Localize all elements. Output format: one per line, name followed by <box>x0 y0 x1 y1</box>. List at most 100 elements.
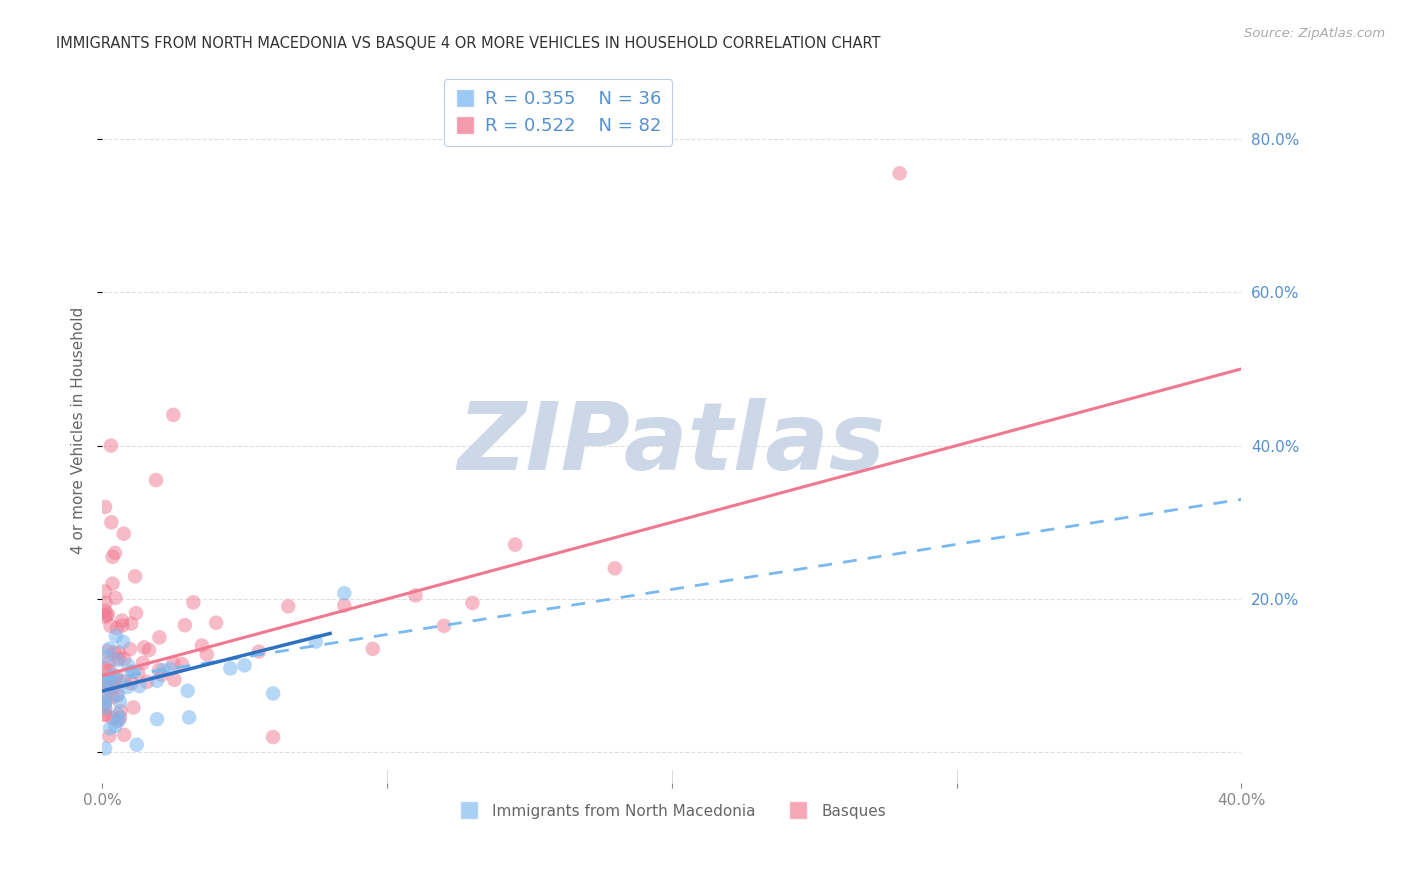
Point <box>152 663 174 677</box>
Point <box>114 674 136 689</box>
Point <box>107 714 129 728</box>
Point <box>94 649 117 664</box>
Point <box>112 526 135 541</box>
Point <box>361 641 384 656</box>
Point <box>118 642 141 657</box>
Point <box>162 657 184 671</box>
Point <box>111 614 134 628</box>
Point <box>176 683 198 698</box>
Point <box>100 439 122 453</box>
Y-axis label: 4 or more Vehicles in Household: 4 or more Vehicles in Household <box>72 307 86 554</box>
Point <box>138 643 160 657</box>
Point <box>277 599 299 614</box>
Point <box>105 669 128 683</box>
Text: IMMIGRANTS FROM NORTH MACEDONIA VS BASQUE 4 OR MORE VEHICLES IN HOUSEHOLD CORREL: IMMIGRANTS FROM NORTH MACEDONIA VS BASQU… <box>56 36 880 51</box>
Point <box>94 610 117 624</box>
Point <box>108 651 131 665</box>
Point <box>117 658 139 673</box>
Point <box>96 644 118 658</box>
Point <box>98 729 121 743</box>
Point <box>461 596 484 610</box>
Point <box>105 621 128 635</box>
Point <box>97 664 120 678</box>
Point <box>107 688 129 702</box>
Point <box>96 674 118 689</box>
Point <box>108 646 131 660</box>
Point <box>135 674 157 689</box>
Point <box>101 549 124 564</box>
Point <box>94 707 117 722</box>
Point <box>100 619 122 633</box>
Point <box>125 606 148 620</box>
Point <box>105 653 128 667</box>
Point <box>233 658 256 673</box>
Point <box>121 665 143 679</box>
Point <box>173 618 195 632</box>
Point <box>603 561 626 575</box>
Point <box>503 538 526 552</box>
Point <box>97 607 120 622</box>
Point <box>98 641 121 656</box>
Point <box>104 629 127 643</box>
Point <box>148 663 170 677</box>
Point <box>108 713 131 727</box>
Point <box>103 646 125 660</box>
Point <box>127 666 149 681</box>
Point <box>94 661 117 675</box>
Point <box>132 656 155 670</box>
Point <box>159 662 181 676</box>
Point <box>104 673 127 687</box>
Point <box>94 604 117 618</box>
Point <box>94 596 117 610</box>
Point <box>179 710 201 724</box>
Point <box>405 588 427 602</box>
Point <box>94 701 117 715</box>
Point <box>247 644 270 658</box>
Point <box>124 569 146 583</box>
Point <box>101 711 124 725</box>
Point <box>97 680 120 694</box>
Point <box>108 695 131 709</box>
Point <box>146 712 169 726</box>
Point <box>94 584 117 599</box>
Point <box>110 704 132 718</box>
Point <box>97 672 120 686</box>
Point <box>103 681 125 695</box>
Text: ZIPatlas: ZIPatlas <box>458 399 886 491</box>
Point <box>94 700 117 714</box>
Point <box>104 546 127 560</box>
Point <box>97 673 120 688</box>
Point <box>100 677 122 691</box>
Point <box>105 688 128 702</box>
Legend: Immigrants from North Macedonia, Basques: Immigrants from North Macedonia, Basques <box>451 797 893 825</box>
Point <box>101 668 124 682</box>
Point <box>100 516 122 530</box>
Point <box>98 722 121 736</box>
Point <box>121 676 143 690</box>
Point <box>107 707 129 722</box>
Point <box>148 631 170 645</box>
Point <box>219 661 242 675</box>
Point <box>183 595 205 609</box>
Point <box>94 690 117 704</box>
Point <box>101 690 124 705</box>
Point <box>104 719 127 733</box>
Point <box>134 640 156 655</box>
Point <box>128 679 150 693</box>
Point <box>112 728 135 742</box>
Point <box>191 639 214 653</box>
Point <box>333 586 356 600</box>
Point <box>94 695 117 709</box>
Point <box>94 500 117 514</box>
Point <box>205 615 228 630</box>
Point <box>94 707 117 722</box>
Point <box>170 657 193 671</box>
Point <box>94 690 117 705</box>
Point <box>150 668 173 682</box>
Point <box>120 616 142 631</box>
Point <box>162 408 184 422</box>
Point <box>195 648 218 662</box>
Point <box>163 673 186 687</box>
Point <box>101 576 124 591</box>
Point <box>97 656 120 670</box>
